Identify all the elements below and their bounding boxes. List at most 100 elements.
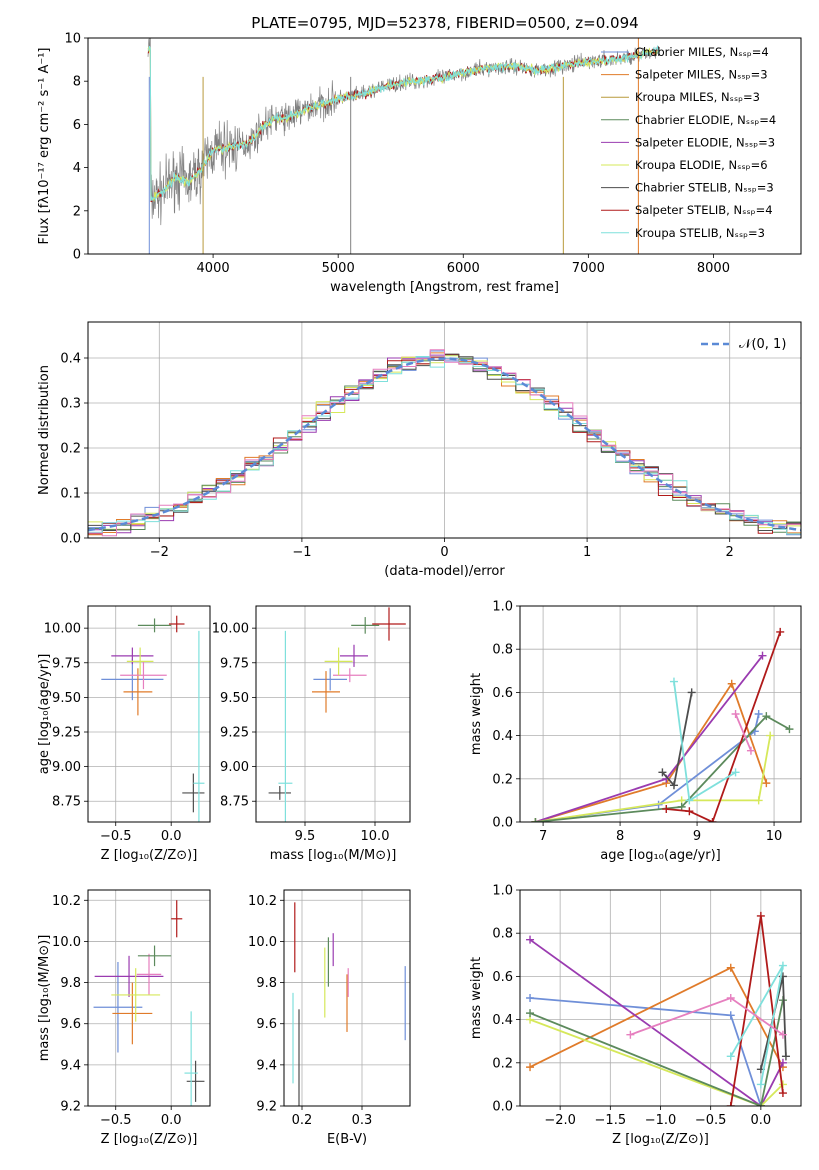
weight_vs_age-series-3-marker-2: [754, 796, 763, 805]
weight_vs_age-series-5-marker-1: [685, 807, 694, 816]
spectrum-legend-label-2: Kroupa MILES, Nₛₛₚ=3: [635, 90, 760, 104]
weight_vs_Z-xtick-label-4: 0.0: [751, 1113, 772, 1128]
weight_vs_age-plot-area: [531, 627, 794, 822]
age_vs_Z-ylabel: age [log₁₀(age/yr)]: [37, 654, 52, 775]
weight_vs_age-ytick-label-4: 0.8: [492, 643, 513, 658]
weight_vs_Z-series-8-marker-0: [626, 1030, 635, 1039]
weight_vs_Z-frame: [519, 889, 802, 1107]
spectrum-axes: 4000 5000 6000 7000 8000 0 2 4 6 8 10 wavelength [A…: [37, 32, 730, 296]
mass_vs_Z-ylabel: mass [log₁₀(M/M⊙)]: [37, 935, 52, 1062]
weight_vs_Z-series-2-marker-0: [526, 935, 535, 944]
spectrum-legend-label-1: Salpeter MILES, Nₛₛₚ=3: [635, 68, 768, 82]
weight_vs_Z-series-4-marker-1: [756, 1102, 765, 1106]
age_vs_mass-plot-area: [268, 607, 406, 822]
mass_vs_Z-ytick-label-1: 9.4: [60, 1058, 81, 1073]
age_vs_mass-xtick-label-0: 9.5: [295, 829, 316, 844]
age_vs_mass-xlabel: mass [log₁₀(M/M⊙)]: [270, 848, 397, 863]
weight_vs_Z-series-8-marker-1: [726, 994, 735, 1002]
residuals-ytick-label-4: 0.4: [60, 352, 81, 367]
weight_vs_age-series-4-marker-3: [785, 725, 794, 734]
weight_vs_Z-xlabel: Z [log₁₀(Z/Z⊙)]: [612, 1132, 709, 1147]
weight_vs_age-series-5-marker-0: [662, 805, 671, 814]
spectrum-legend-label-0: Chabrier MILES, Nₛₛₚ=4: [635, 45, 769, 59]
mass_vs_ebv-plot-area: [292, 902, 406, 1106]
weight_vs_Z-series-1-marker-0: [526, 1063, 535, 1072]
weight_vs_age-ytick-label-2: 0.4: [492, 729, 513, 744]
weight_vs_Z-series-7-marker-1: [778, 961, 787, 970]
age_vs_Z-ytick-label-2: 9.25: [52, 726, 81, 741]
residuals-ytick-label-0: 0.0: [60, 532, 81, 547]
spectrum-model-line-2: [147, 45, 659, 202]
mass_vs_ebv-ytick-label-4: 10.0: [248, 935, 277, 950]
weight_vs_age-series-2: [535, 655, 764, 822]
weight_vs_Z-series-5-marker-0: [726, 1102, 735, 1106]
age_vs_mass-frame: [255, 605, 411, 823]
spectrum-ytick-label-2: 4: [73, 161, 81, 176]
weight_vs_age-series-6-marker-0: [658, 768, 667, 777]
spectrum-data-line: [147, 38, 659, 226]
age_vs_mass-xtick-label-1: 10.0: [361, 829, 390, 844]
weight_vs_Z-series-7-marker-2: [756, 1080, 765, 1089]
residuals-ytick-label-3: 0.3: [60, 397, 81, 412]
weight_vs_Z-ytick-label-3: 0.6: [492, 970, 513, 985]
mass_vs_Z-ytick-label-0: 9.2: [60, 1100, 81, 1115]
weight_vs_Z-series-7-marker-0: [726, 1052, 735, 1061]
spectrum-ytick-label-1: 2: [73, 204, 81, 219]
weight_vs_age-series-7-marker-0: [669, 677, 678, 686]
weight_vs_age-series-0-marker-3: [754, 710, 763, 718]
age_vs_Z-xtick-label-0: −0.5: [100, 829, 132, 844]
weight_vs_Z-series-0-marker-0: [526, 994, 535, 1002]
age_vs_Z-xtick-label-1: 0.0: [161, 829, 182, 844]
mass_vs_Z-ytick-label-3: 9.8: [60, 976, 81, 991]
residuals-ylabel: Normed distribution: [37, 365, 52, 495]
weight_vs_age-series-6-marker-2: [687, 688, 696, 697]
spectrum-legend-label-7: Salpeter STELIB, Nₛₛₚ=4: [635, 203, 773, 217]
weight_vs_age-ytick-label-0: 0.0: [492, 816, 513, 831]
mass_vs_Z-ytick-label-5: 10.2: [52, 894, 81, 909]
spectrum-ytick-label-5: 10: [64, 32, 81, 47]
spectrum-xtick-label-0: 4000: [197, 261, 230, 276]
weight_vs_age-series-5-marker-2: [708, 818, 717, 822]
weight_vs_age-series-5: [666, 631, 782, 822]
spectrum-xtick-label-2: 6000: [447, 261, 480, 276]
weight_vs_age-frame: [519, 605, 802, 823]
weight_vs_age-xtick-label-0: 7: [539, 829, 547, 844]
mass_vs_ebv-ytick-label-2: 9.6: [256, 1017, 277, 1032]
age_vs_Z-ytick-label-0: 8.75: [52, 795, 81, 810]
spectrum-xlabel: wavelength [Angstrom, rest frame]: [330, 280, 559, 295]
weight_vs_age-ylabel: mass weight: [469, 673, 484, 755]
residuals-xtick-label-3: 1: [583, 545, 591, 560]
weight_vs_Z-series-6-marker-2: [781, 1052, 790, 1061]
spectrum-legend: Chabrier MILES, Nₛₛₚ=4 Salpeter MILES, Nₛ…: [601, 45, 776, 240]
mass_vs_Z-plot-area: [93, 900, 205, 1106]
residuals-legend-label: 𝒩(0, 1): [739, 337, 786, 352]
weight_vs_age-xtick-label-1: 8: [616, 829, 624, 844]
spectrum-ytick-label-4: 8: [73, 75, 81, 90]
weight_vs_Z-ytick-label-1: 0.2: [492, 1056, 513, 1071]
age_vs_Z-ytick-label-3: 9.50: [52, 691, 81, 706]
age_vs_mass-ytick-label-1: 9.00: [220, 760, 249, 775]
weight_vs_Z-plot-area: [526, 911, 790, 1106]
residuals-plot-area: [88, 349, 801, 538]
weight_vs_age-series-1-marker-3: [762, 779, 771, 788]
mass_vs_ebv-ytick-label-5: 10.2: [248, 894, 277, 909]
mass_vs_ebv-xlabel: E(B-V): [327, 1132, 367, 1147]
residuals-xtick-label-0: −2: [150, 545, 169, 560]
weight_vs_age-ytick-label-3: 0.6: [492, 686, 513, 701]
figure-title: PLATE=0795, MJD=52378, FIBERID=0500, z=0…: [251, 14, 638, 32]
spectrum-ylabel: Flux [fλ10⁻¹⁷ erg cm⁻² s⁻¹ A⁻¹]: [37, 48, 52, 245]
weight_vs_age-ytick-label-5: 1.0: [492, 600, 513, 615]
mass_vs_ebv-xtick-label-0: 0.2: [292, 1113, 313, 1128]
weight_vs_Z-series-5-marker-2: [778, 1089, 787, 1098]
weight_vs_age-series-7-marker-2: [731, 768, 740, 777]
weight_vs_Z-xtick-label-3: −0.5: [695, 1113, 727, 1128]
weight_vs_age-series-1: [535, 681, 768, 822]
mass_vs_Z-xtick-label-0: −0.5: [100, 1113, 132, 1128]
spectrum-xtick-label-4: 8000: [697, 261, 730, 276]
weight_vs_Z-series-1-marker-1: [726, 963, 735, 972]
age_vs_mass-ytick-label-4: 9.75: [220, 656, 249, 671]
residuals-ytick-label-2: 0.2: [60, 442, 81, 457]
weight_vs_age-series-8: [734, 713, 752, 752]
mass_vs_Z-ytick-label-4: 10.0: [52, 935, 81, 950]
